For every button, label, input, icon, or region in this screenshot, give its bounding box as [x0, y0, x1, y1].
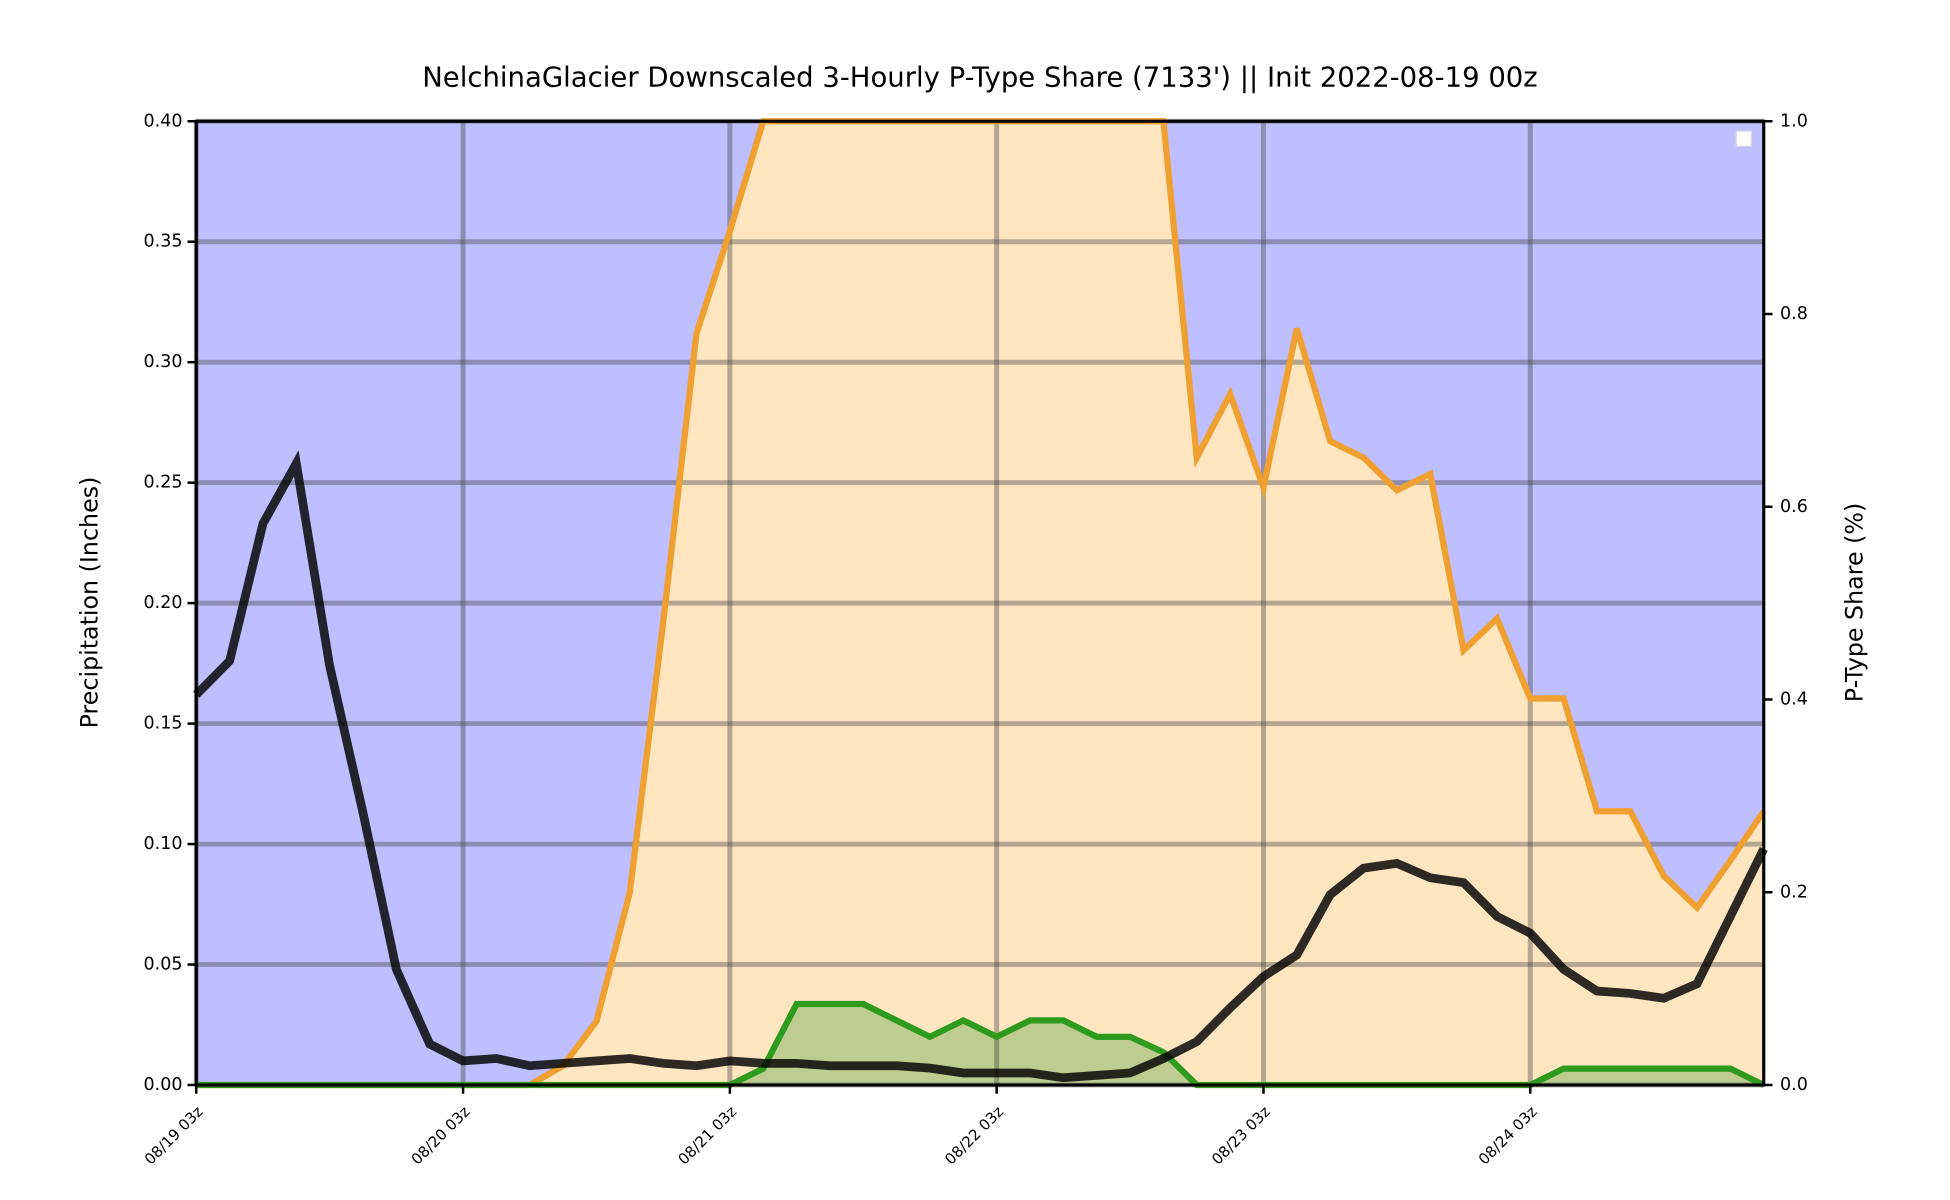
y2-tick-label: 0.2 — [1780, 882, 1808, 902]
x-tick-label: 08/21 03z — [674, 1103, 740, 1169]
x-tick-label: 08/19 03z — [141, 1103, 207, 1169]
y2-tick-label: 0.0 — [1780, 1075, 1808, 1095]
y2-tick-label: 1.0 — [1780, 111, 1808, 131]
area-fill — [196, 121, 1764, 1085]
precip-line — [193, 450, 1768, 1083]
x-tick-label: 08/23 03z — [1208, 1103, 1274, 1169]
y2-tick-label: 0.6 — [1780, 497, 1808, 517]
y-tick-label: 0.00 — [144, 1075, 183, 1095]
y-axis-label: Precipitation (Inches) — [76, 477, 104, 729]
chart-title: NelchinaGlacier Downscaled 3-Hourly P-Ty… — [422, 61, 1538, 93]
y2-tick-label: 0.4 — [1780, 690, 1808, 710]
y-tick-label: 0.25 — [144, 473, 183, 493]
x-tick-label: 08/20 03z — [408, 1103, 474, 1169]
legend — [1735, 130, 1752, 147]
y-tick-label: 0.10 — [144, 834, 183, 854]
y-tick-label: 0.05 — [144, 955, 183, 975]
area-fill — [196, 1004, 1764, 1085]
y-tick-label: 0.30 — [144, 352, 183, 372]
y2-axis-label: P-Type Share (%) — [1841, 503, 1869, 702]
y-tick-label: 0.40 — [144, 111, 183, 131]
area-fill — [196, 121, 1764, 1085]
y-tick-label: 0.15 — [144, 714, 183, 734]
y2-tick-label: 0.8 — [1780, 304, 1808, 324]
y-tick-label: 0.35 — [144, 232, 183, 252]
x-tick-label: 08/24 03z — [1475, 1103, 1541, 1169]
y-tick-label: 0.20 — [144, 593, 183, 613]
x-tick-label: 08/22 03z — [941, 1103, 1007, 1169]
